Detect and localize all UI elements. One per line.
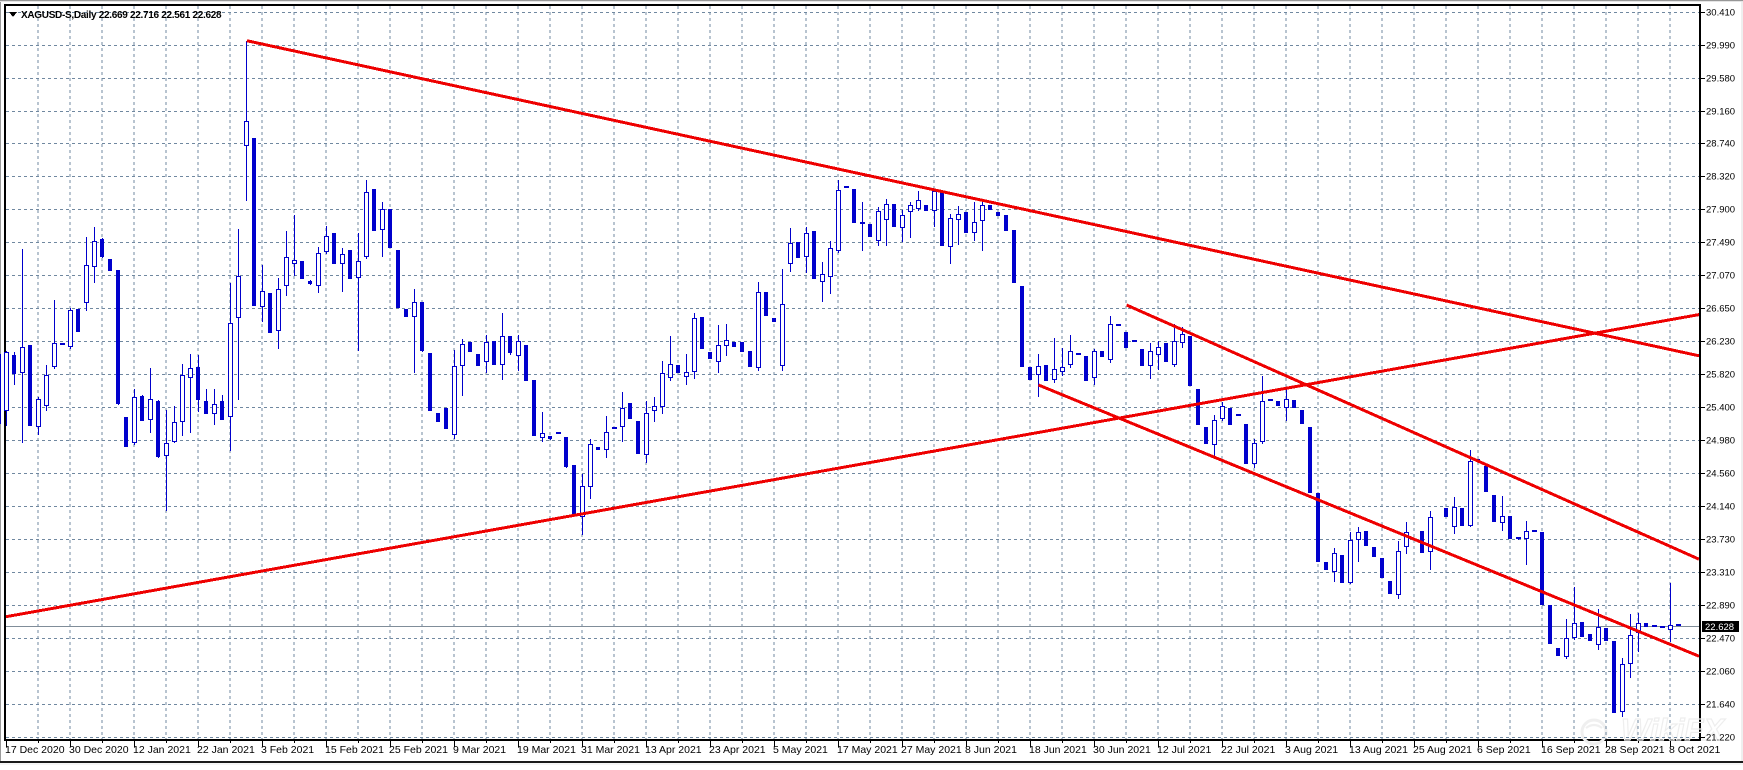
svg-text:27.490: 27.490: [1706, 238, 1735, 249]
svg-text:16 Sep 2021: 16 Sep 2021: [1541, 744, 1601, 756]
svg-text:13 Aug 2021: 13 Aug 2021: [1349, 744, 1408, 756]
svg-text:27.900: 27.900: [1706, 205, 1735, 216]
svg-text:27.070: 27.070: [1706, 271, 1735, 282]
svg-text:23.730: 23.730: [1706, 535, 1735, 546]
svg-text:25.820: 25.820: [1706, 370, 1735, 381]
svg-text:3 Aug 2021: 3 Aug 2021: [1285, 744, 1338, 756]
svg-text:22.060: 22.060: [1706, 667, 1735, 678]
svg-text:17 Dec 2020: 17 Dec 2020: [5, 744, 65, 756]
svg-text:21.640: 21.640: [1706, 700, 1735, 711]
svg-text:18 Jun 2021: 18 Jun 2021: [1029, 744, 1087, 756]
svg-text:8 Oct 2021: 8 Oct 2021: [1669, 744, 1721, 756]
svg-text:28.320: 28.320: [1706, 172, 1735, 183]
svg-text:29.580: 29.580: [1706, 74, 1735, 85]
svg-text:6 Sep 2021: 6 Sep 2021: [1477, 744, 1531, 756]
svg-text:24.980: 24.980: [1706, 436, 1735, 447]
svg-text:29.990: 29.990: [1706, 41, 1735, 52]
svg-text:26.650: 26.650: [1706, 304, 1735, 315]
svg-text:24.140: 24.140: [1706, 502, 1735, 513]
svg-text:26.230: 26.230: [1706, 337, 1735, 348]
svg-text:22.470: 22.470: [1706, 634, 1735, 645]
svg-text:22 Jul 2021: 22 Jul 2021: [1221, 744, 1275, 756]
svg-text:12 Jan 2021: 12 Jan 2021: [133, 744, 191, 756]
svg-text:3 Feb 2021: 3 Feb 2021: [261, 744, 314, 756]
svg-text:15 Feb 2021: 15 Feb 2021: [325, 744, 384, 756]
svg-text:XAGUSD-S,Daily 22.669 22.716: XAGUSD-S,Daily 22.669 22.716 22.561 22.6…: [21, 10, 222, 21]
svg-text:9 Mar 2021: 9 Mar 2021: [453, 744, 506, 756]
svg-text:31 Mar 2021: 31 Mar 2021: [581, 744, 640, 756]
svg-text:23.310: 23.310: [1706, 568, 1735, 579]
svg-text:27 May 2021: 27 May 2021: [901, 744, 962, 756]
svg-text:25 Feb 2021: 25 Feb 2021: [389, 744, 448, 756]
svg-text:21.220: 21.220: [1706, 733, 1735, 744]
svg-text:30 Dec 2020: 30 Dec 2020: [69, 744, 129, 756]
svg-text:22.890: 22.890: [1706, 601, 1735, 612]
svg-text:30.410: 30.410: [1706, 8, 1735, 19]
svg-text:28.740: 28.740: [1706, 139, 1735, 150]
svg-text:19 Mar 2021: 19 Mar 2021: [517, 744, 576, 756]
svg-text:22.628: 22.628: [1705, 622, 1734, 633]
svg-text:23 Apr 2021: 23 Apr 2021: [709, 744, 766, 756]
svg-text:5 May 2021: 5 May 2021: [773, 744, 828, 756]
svg-text:17 May 2021: 17 May 2021: [837, 744, 898, 756]
svg-text:12 Jul 2021: 12 Jul 2021: [1157, 744, 1211, 756]
svg-text:29.160: 29.160: [1706, 107, 1735, 118]
svg-text:30 Jun 2021: 30 Jun 2021: [1093, 744, 1151, 756]
svg-text:22 Jan 2021: 22 Jan 2021: [197, 744, 255, 756]
svg-text:25.400: 25.400: [1706, 403, 1735, 414]
svg-text:13 Apr 2021: 13 Apr 2021: [645, 744, 702, 756]
svg-text:24.560: 24.560: [1706, 469, 1735, 480]
svg-text:28 Sep 2021: 28 Sep 2021: [1605, 744, 1665, 756]
svg-text:25 Aug 2021: 25 Aug 2021: [1413, 744, 1472, 756]
svg-text:8 Jun 2021: 8 Jun 2021: [965, 744, 1017, 756]
